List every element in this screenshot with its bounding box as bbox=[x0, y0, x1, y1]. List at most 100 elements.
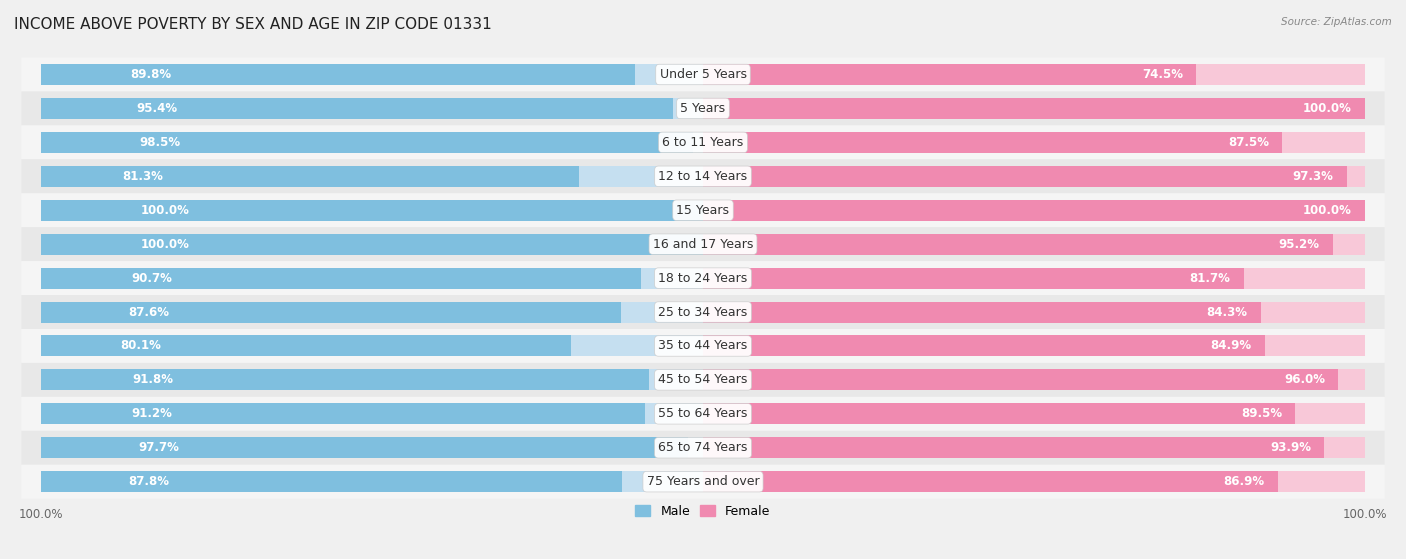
Text: 25 to 34 Years: 25 to 34 Years bbox=[658, 306, 748, 319]
Bar bbox=[41, 98, 672, 119]
Bar bbox=[41, 132, 703, 153]
Text: 91.2%: 91.2% bbox=[132, 408, 173, 420]
Bar bbox=[41, 64, 636, 85]
Bar bbox=[41, 369, 648, 390]
Text: 97.7%: 97.7% bbox=[138, 441, 179, 454]
FancyBboxPatch shape bbox=[21, 397, 1385, 431]
Text: 98.5%: 98.5% bbox=[139, 136, 180, 149]
Text: 6 to 11 Years: 6 to 11 Years bbox=[662, 136, 744, 149]
Text: 93.9%: 93.9% bbox=[1270, 441, 1312, 454]
Bar bbox=[41, 132, 693, 153]
Bar bbox=[703, 132, 1365, 153]
Bar bbox=[703, 301, 1365, 323]
Bar bbox=[41, 335, 703, 357]
Bar bbox=[41, 335, 571, 357]
Text: 91.8%: 91.8% bbox=[132, 373, 173, 386]
Text: 81.7%: 81.7% bbox=[1189, 272, 1230, 285]
Bar bbox=[41, 200, 703, 221]
Bar bbox=[41, 437, 688, 458]
Text: 16 and 17 Years: 16 and 17 Years bbox=[652, 238, 754, 250]
Text: 80.1%: 80.1% bbox=[121, 339, 162, 353]
Bar bbox=[41, 437, 703, 458]
Text: 84.3%: 84.3% bbox=[1206, 306, 1247, 319]
FancyBboxPatch shape bbox=[21, 193, 1385, 227]
Text: 87.6%: 87.6% bbox=[128, 306, 169, 319]
Text: 100.0%: 100.0% bbox=[1302, 203, 1351, 217]
FancyBboxPatch shape bbox=[21, 261, 1385, 295]
Bar bbox=[41, 200, 703, 221]
Text: 100.0%: 100.0% bbox=[141, 203, 190, 217]
FancyBboxPatch shape bbox=[21, 295, 1385, 329]
Bar bbox=[703, 471, 1278, 492]
Text: 84.9%: 84.9% bbox=[1211, 339, 1251, 353]
Bar bbox=[703, 403, 1365, 424]
Bar bbox=[703, 200, 1365, 221]
Text: 100.0%: 100.0% bbox=[141, 238, 190, 250]
Text: 90.7%: 90.7% bbox=[131, 272, 172, 285]
Bar bbox=[703, 98, 1365, 119]
Bar bbox=[703, 234, 1333, 255]
Bar bbox=[703, 369, 1339, 390]
Bar bbox=[703, 166, 1347, 187]
Bar bbox=[41, 301, 621, 323]
FancyBboxPatch shape bbox=[21, 125, 1385, 159]
Text: 75 Years and over: 75 Years and over bbox=[647, 475, 759, 488]
Bar bbox=[703, 403, 1295, 424]
Bar bbox=[41, 64, 703, 85]
Bar bbox=[703, 369, 1365, 390]
Text: 74.5%: 74.5% bbox=[1142, 68, 1182, 81]
Bar bbox=[41, 234, 703, 255]
Bar bbox=[41, 234, 703, 255]
Text: 89.8%: 89.8% bbox=[131, 68, 172, 81]
Text: Source: ZipAtlas.com: Source: ZipAtlas.com bbox=[1281, 17, 1392, 27]
Bar bbox=[703, 437, 1324, 458]
Bar bbox=[41, 268, 703, 288]
Bar bbox=[703, 200, 1365, 221]
Text: 81.3%: 81.3% bbox=[122, 170, 163, 183]
Text: Under 5 Years: Under 5 Years bbox=[659, 68, 747, 81]
Bar bbox=[703, 335, 1265, 357]
Text: 15 Years: 15 Years bbox=[676, 203, 730, 217]
Text: 95.2%: 95.2% bbox=[1279, 238, 1320, 250]
Bar bbox=[41, 471, 623, 492]
Bar bbox=[703, 471, 1365, 492]
Bar bbox=[41, 98, 703, 119]
Bar bbox=[703, 166, 1365, 187]
Bar bbox=[41, 471, 703, 492]
Bar bbox=[41, 403, 703, 424]
FancyBboxPatch shape bbox=[21, 159, 1385, 193]
Text: 89.5%: 89.5% bbox=[1241, 408, 1282, 420]
FancyBboxPatch shape bbox=[21, 227, 1385, 261]
Text: 100.0%: 100.0% bbox=[1302, 102, 1351, 115]
Text: 86.9%: 86.9% bbox=[1223, 475, 1265, 488]
Text: 65 to 74 Years: 65 to 74 Years bbox=[658, 441, 748, 454]
Text: 5 Years: 5 Years bbox=[681, 102, 725, 115]
Text: 55 to 64 Years: 55 to 64 Years bbox=[658, 408, 748, 420]
Bar bbox=[703, 132, 1282, 153]
Bar bbox=[703, 268, 1244, 288]
FancyBboxPatch shape bbox=[21, 431, 1385, 465]
FancyBboxPatch shape bbox=[21, 465, 1385, 499]
Text: 95.4%: 95.4% bbox=[136, 102, 177, 115]
FancyBboxPatch shape bbox=[21, 58, 1385, 92]
Bar bbox=[41, 369, 703, 390]
Text: 18 to 24 Years: 18 to 24 Years bbox=[658, 272, 748, 285]
Text: INCOME ABOVE POVERTY BY SEX AND AGE IN ZIP CODE 01331: INCOME ABOVE POVERTY BY SEX AND AGE IN Z… bbox=[14, 17, 492, 32]
Text: 97.3%: 97.3% bbox=[1292, 170, 1334, 183]
Bar bbox=[41, 268, 641, 288]
Text: 96.0%: 96.0% bbox=[1284, 373, 1324, 386]
Bar bbox=[41, 301, 703, 323]
Bar bbox=[41, 166, 579, 187]
FancyBboxPatch shape bbox=[21, 92, 1385, 125]
Bar bbox=[41, 403, 645, 424]
Bar bbox=[703, 98, 1365, 119]
Text: 87.8%: 87.8% bbox=[128, 475, 169, 488]
Text: 87.5%: 87.5% bbox=[1227, 136, 1268, 149]
Bar bbox=[703, 437, 1365, 458]
Text: 35 to 44 Years: 35 to 44 Years bbox=[658, 339, 748, 353]
Bar bbox=[703, 268, 1365, 288]
Text: 45 to 54 Years: 45 to 54 Years bbox=[658, 373, 748, 386]
FancyBboxPatch shape bbox=[21, 329, 1385, 363]
Bar bbox=[703, 301, 1261, 323]
Text: 12 to 14 Years: 12 to 14 Years bbox=[658, 170, 748, 183]
